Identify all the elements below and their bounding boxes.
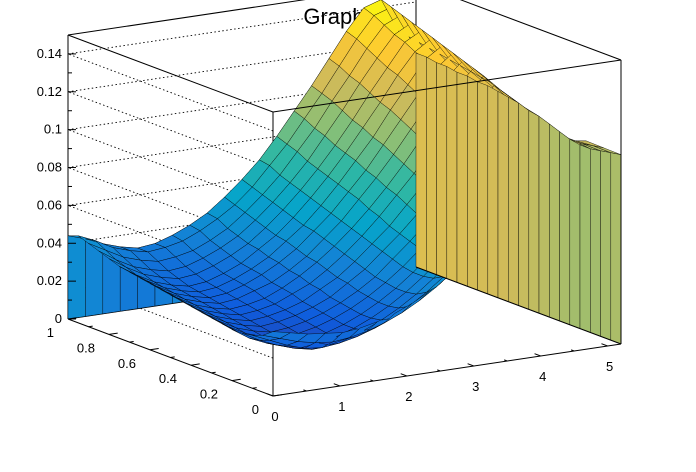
x-minor-tick [570, 349, 575, 352]
y-tick-label: 0 [252, 402, 259, 417]
surface-cell [610, 152, 622, 345]
surface-cell [467, 75, 478, 291]
y-tick [272, 394, 282, 397]
surface-cell [426, 56, 437, 275]
y-minor-tick [88, 325, 93, 328]
z-tick-label: 0.04 [37, 235, 62, 250]
floor-edge-front [272, 343, 622, 397]
x-tick-label: 1 [338, 399, 345, 414]
axis-ticks: 00.020.040.060.080.10.120.1401234500.20.… [37, 46, 614, 424]
y-tick-label: 0.4 [159, 371, 177, 386]
floor-edge-right [415, 266, 622, 345]
gridline-left-wall [67, 280, 274, 359]
top-edge-front [272, 59, 622, 113]
gridline-left-wall [67, 53, 274, 132]
x-tick-label: 4 [539, 369, 546, 384]
x-tick [467, 363, 474, 367]
x-tick-label: 2 [405, 389, 412, 404]
y-minor-tick [129, 340, 134, 343]
x-minor-tick [503, 359, 508, 362]
y-tick-label: 0.2 [200, 387, 218, 402]
surface-cell [528, 110, 540, 314]
y-tick [149, 348, 159, 351]
y-minor-tick [252, 387, 257, 389]
y-tick-label: 0.6 [118, 356, 136, 371]
y-minor-tick [211, 371, 216, 374]
y-minor-tick [170, 356, 175, 358]
surface-cell [436, 62, 447, 279]
z-tick-label: 0.12 [37, 84, 62, 99]
surface-cell [446, 66, 458, 283]
gridline-back-wall [67, 1, 417, 55]
x-tick [534, 353, 541, 357]
x-minor-tick [437, 369, 441, 372]
x-tick [333, 383, 341, 387]
surface-cell [518, 102, 529, 310]
y-tick-label: 1 [47, 325, 54, 340]
x-tick-label: 5 [606, 359, 613, 374]
surface-cell [508, 96, 519, 306]
y-tick [108, 332, 118, 335]
x-tick [601, 343, 608, 347]
surface-cell [538, 116, 550, 318]
surface-cell [456, 71, 468, 287]
x-minor-tick [370, 379, 374, 382]
z-tick-label: 0.08 [37, 160, 62, 175]
surface-cell [559, 131, 570, 325]
surface-cell [415, 52, 427, 272]
x-tick [400, 373, 408, 377]
surface-cell [549, 123, 560, 322]
axis-box-front [272, 0, 622, 397]
x-minor-tick [303, 389, 307, 392]
y-tick [231, 378, 241, 382]
surface-cell [477, 81, 488, 295]
z-tick-label: 0.1 [44, 122, 62, 137]
y-tick-label: 0.8 [77, 340, 95, 355]
surface-cell [497, 91, 509, 302]
y-tick [67, 317, 77, 320]
z-tick-label: 0.14 [37, 46, 62, 61]
top-edge-right [459, 0, 622, 61]
x-tick [266, 393, 274, 397]
surface-cell [590, 148, 601, 337]
top-edge-left [67, 34, 274, 113]
z-tick-label: 0 [55, 311, 62, 326]
top-edge-back [67, 0, 306, 36]
surface-plot [67, 0, 622, 350]
surface-cell [487, 85, 499, 298]
y-tick [190, 363, 200, 366]
surface-cell [600, 150, 611, 341]
z-tick-label: 0.06 [37, 197, 62, 212]
z-tick-label: 0.02 [37, 273, 62, 288]
x-tick-label: 3 [472, 379, 479, 394]
x-tick-label: 0 [271, 409, 278, 424]
gridline-left-wall [67, 91, 274, 170]
surface-cell [67, 235, 86, 320]
surface-cell [569, 138, 581, 329]
surface-cell [579, 144, 591, 333]
